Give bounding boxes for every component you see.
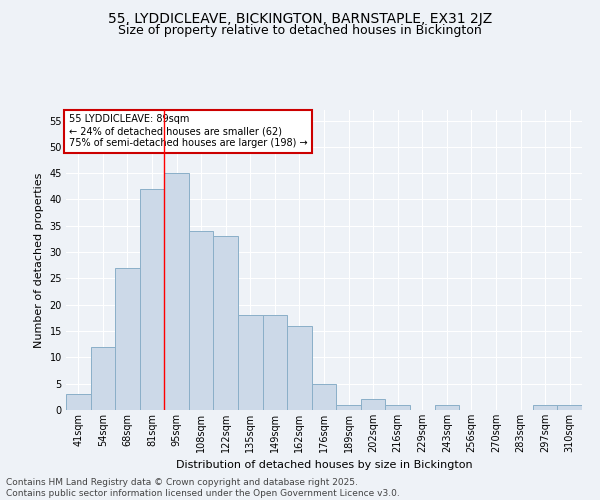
Bar — [385, 404, 410, 410]
Y-axis label: Number of detached properties: Number of detached properties — [34, 172, 44, 348]
Text: Contains HM Land Registry data © Crown copyright and database right 2025.
Contai: Contains HM Land Registry data © Crown c… — [6, 478, 400, 498]
Bar — [238, 316, 263, 410]
Bar — [557, 404, 582, 410]
Bar — [91, 347, 115, 410]
Bar — [189, 231, 214, 410]
Text: 55 LYDDICLEAVE: 89sqm
← 24% of detached houses are smaller (62)
75% of semi-deta: 55 LYDDICLEAVE: 89sqm ← 24% of detached … — [68, 114, 307, 148]
Bar — [287, 326, 312, 410]
Bar — [115, 268, 140, 410]
Bar — [434, 404, 459, 410]
Bar — [66, 394, 91, 410]
Bar — [361, 400, 385, 410]
Bar — [214, 236, 238, 410]
Bar — [336, 404, 361, 410]
Text: 55, LYDDICLEAVE, BICKINGTON, BARNSTAPLE, EX31 2JZ: 55, LYDDICLEAVE, BICKINGTON, BARNSTAPLE,… — [108, 12, 492, 26]
Bar — [533, 404, 557, 410]
Bar — [140, 189, 164, 410]
Bar — [164, 173, 189, 410]
X-axis label: Distribution of detached houses by size in Bickington: Distribution of detached houses by size … — [176, 460, 472, 470]
Bar — [263, 316, 287, 410]
Text: Size of property relative to detached houses in Bickington: Size of property relative to detached ho… — [118, 24, 482, 37]
Bar — [312, 384, 336, 410]
